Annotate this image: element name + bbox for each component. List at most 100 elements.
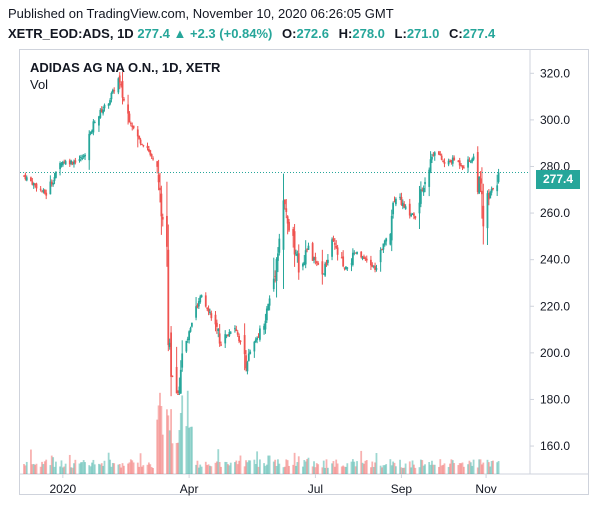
volume-bar: [351, 459, 354, 474]
volume-bar: [123, 465, 125, 474]
volume-bar: [41, 461, 43, 474]
candle-body: [103, 104, 106, 109]
candle-body: [25, 177, 28, 181]
candle-body: [107, 103, 110, 106]
candle-body: [272, 278, 275, 290]
volume-bar: [288, 465, 290, 474]
candle-body: [99, 109, 102, 118]
volume-bar: [206, 465, 209, 474]
candle-body: [428, 169, 431, 187]
candle-body: [343, 267, 346, 269]
candle-body: [227, 334, 229, 336]
candle-body: [73, 161, 75, 165]
candle-body: [481, 190, 483, 195]
volume-bar: [117, 464, 120, 474]
candle-body: [188, 331, 191, 341]
candle-body: [113, 90, 116, 92]
candle-body: [92, 121, 95, 133]
volume-bar: [35, 463, 38, 474]
volume-bar: [283, 466, 286, 474]
volume-bar: [207, 464, 210, 474]
volume-bar: [98, 463, 100, 474]
symbol-label: XETR_EOD:ADS, 1D: [8, 26, 134, 41]
price-scale[interactable]: 160.0 180.0 200.0 220.0 240.0 260.0 280.0 300.0…: [530, 66, 570, 453]
candle-body: [129, 123, 132, 125]
candle-body: [413, 213, 415, 216]
candle-body: [390, 215, 393, 241]
candle-body: [457, 160, 460, 162]
volume-bar: [52, 457, 55, 474]
candle-body: [451, 157, 454, 164]
volume-bar: [419, 459, 422, 474]
volume-bar: [118, 464, 121, 474]
candle-body: [364, 258, 367, 260]
candle-body: [379, 250, 382, 263]
volume-bar: [345, 466, 347, 474]
volume-bar: [321, 467, 324, 474]
candle-body: [35, 183, 38, 189]
volume-bar: [379, 465, 382, 474]
volume-bar: [91, 462, 93, 474]
volume-bar: [443, 463, 446, 474]
candle-body: [497, 172, 500, 182]
candle-body: [117, 78, 120, 93]
volume-bar: [304, 461, 307, 474]
volume-bar: [428, 462, 431, 474]
volume-bar: [42, 464, 45, 474]
candle-body: [53, 177, 56, 181]
candle-body: [283, 199, 286, 205]
volume-bar: [191, 426, 193, 474]
volume-bar: [432, 464, 435, 474]
candle-body: [82, 155, 85, 158]
volume-bar: [64, 463, 67, 474]
candle-body: [321, 261, 324, 275]
candle-body: [63, 162, 66, 164]
volume-bar: [311, 466, 314, 474]
candle-body: [249, 351, 252, 354]
candle-body: [146, 145, 149, 149]
volume-bar: [404, 463, 407, 474]
candle-body: [243, 335, 246, 355]
candle-body: [331, 239, 333, 257]
candle-body: [139, 139, 142, 144]
volume-bar: [336, 463, 339, 474]
volume-bar: [356, 461, 358, 474]
candle-body: [59, 163, 61, 170]
volume-bar: [489, 466, 492, 474]
volume-bar: [225, 461, 228, 474]
candle-body: [179, 369, 182, 394]
candle-body: [404, 206, 407, 210]
volume-bar: [372, 466, 375, 474]
volume-bar: [93, 464, 96, 474]
candle-body: [267, 303, 270, 310]
candle-body: [196, 305, 199, 308]
volume-bar: [129, 459, 132, 474]
y-tick-label: 160.0: [540, 439, 570, 453]
time-scale[interactable]: 2020 Apr Jul Sep Nov: [50, 474, 497, 496]
candle-body: [210, 313, 213, 319]
volume-bar: [113, 463, 116, 474]
volume-bar: [32, 463, 35, 474]
candle-body: [432, 154, 435, 156]
candle-body: [209, 311, 211, 313]
candle-body: [453, 157, 456, 161]
volume-bar: [394, 466, 397, 474]
candle-body: [204, 295, 207, 307]
candle-body: [167, 249, 170, 346]
volume-bar: [199, 464, 202, 474]
candle-body: [476, 152, 479, 192]
candle-body: [215, 322, 218, 327]
candle-body: [186, 338, 189, 341]
volume-bar: [335, 459, 338, 474]
volume-bar: [314, 467, 317, 474]
volume-bar: [146, 464, 149, 474]
candle-body: [350, 263, 353, 265]
candle-body: [302, 263, 304, 267]
candle-body: [492, 188, 494, 190]
volume-bar: [325, 459, 328, 474]
candle-body: [292, 229, 295, 236]
chart-frame[interactable]: [19, 49, 589, 495]
volume-bar: [326, 467, 329, 474]
candle-body: [236, 332, 239, 335]
